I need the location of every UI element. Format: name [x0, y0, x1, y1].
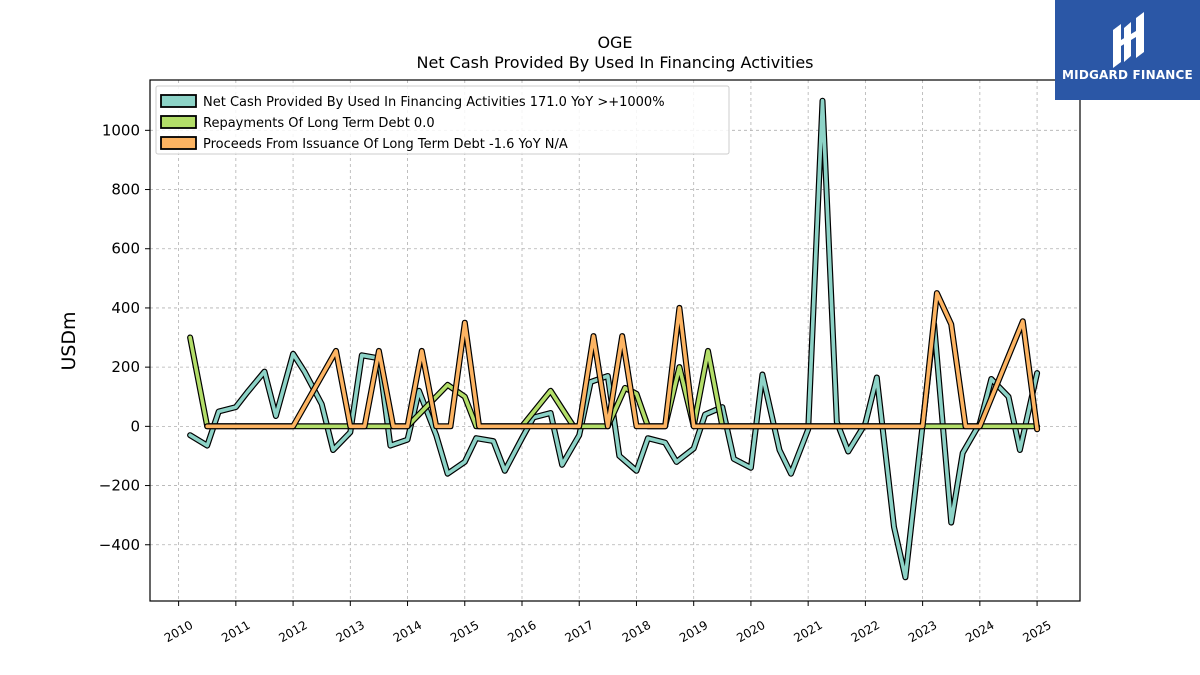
- x-tick-label: 2010: [162, 618, 195, 645]
- legend-swatch-3: [160, 136, 197, 150]
- x-tick-label: 2017: [563, 618, 596, 645]
- x-tick-label: 2022: [849, 618, 882, 645]
- y-axis-label: USDm: [58, 311, 80, 370]
- y-tick-label: 800: [111, 181, 140, 199]
- y-tick-label: 1000: [102, 121, 140, 139]
- plot-frame: [149, 79, 1081, 602]
- x-tick-label: 2013: [334, 618, 367, 645]
- y-tick-label: −400: [99, 536, 140, 554]
- x-tick-label: 2020: [734, 618, 767, 645]
- y-tick-label: 200: [111, 358, 140, 376]
- x-tick-label: 2015: [448, 618, 481, 645]
- y-tick-label: 600: [111, 240, 140, 258]
- x-tick-label: 2016: [505, 618, 538, 645]
- chart-title: OGE: [597, 33, 632, 52]
- chart-subtitle: Net Cash Provided By Used In Financing A…: [416, 53, 813, 72]
- x-tick-label: 2024: [963, 618, 996, 645]
- logo-mark-icon: [1113, 12, 1144, 68]
- legend-label-3: Proceeds From Issuance Of Long Term Debt…: [203, 137, 568, 152]
- series-line-3: [205, 291, 1039, 432]
- x-axis: 2010 2011 2012 2013 2014 2015 2016 2017 2018 2019…: [162, 601, 1054, 645]
- x-tick-label: 2023: [906, 618, 939, 645]
- legend: Net Cash Provided By Used In Financing A…: [155, 85, 730, 155]
- brand-logo: MIDGARD FINANCE: [1055, 0, 1200, 100]
- series-lines: [187, 97, 1041, 581]
- x-tick-label: 2018: [620, 618, 653, 645]
- y-tick-label: 400: [111, 299, 140, 317]
- x-tick-label: 2025: [1020, 618, 1053, 645]
- legend-label-2: Repayments Of Long Term Debt 0.0: [203, 116, 435, 131]
- x-tick-label: 2012: [276, 618, 309, 645]
- legend-box: [155, 85, 730, 155]
- x-tick-label: 2021: [791, 618, 824, 645]
- legend-swatch-1: [160, 94, 197, 108]
- y-axis: −400 −200 0 200 400 600 800 1000: [99, 121, 150, 554]
- x-tick-label: 2019: [677, 618, 710, 645]
- logo-text: MIDGARD FINANCE: [1062, 68, 1193, 82]
- y-tick-label: −200: [99, 477, 140, 495]
- legend-label-1: Net Cash Provided By Used In Financing A…: [203, 95, 665, 110]
- x-tick-label: 2011: [219, 618, 252, 645]
- x-tick-label: 2014: [391, 618, 424, 645]
- legend-swatch-2: [160, 115, 197, 129]
- y-tick-label: 0: [130, 417, 140, 435]
- plot-background: [150, 80, 1080, 601]
